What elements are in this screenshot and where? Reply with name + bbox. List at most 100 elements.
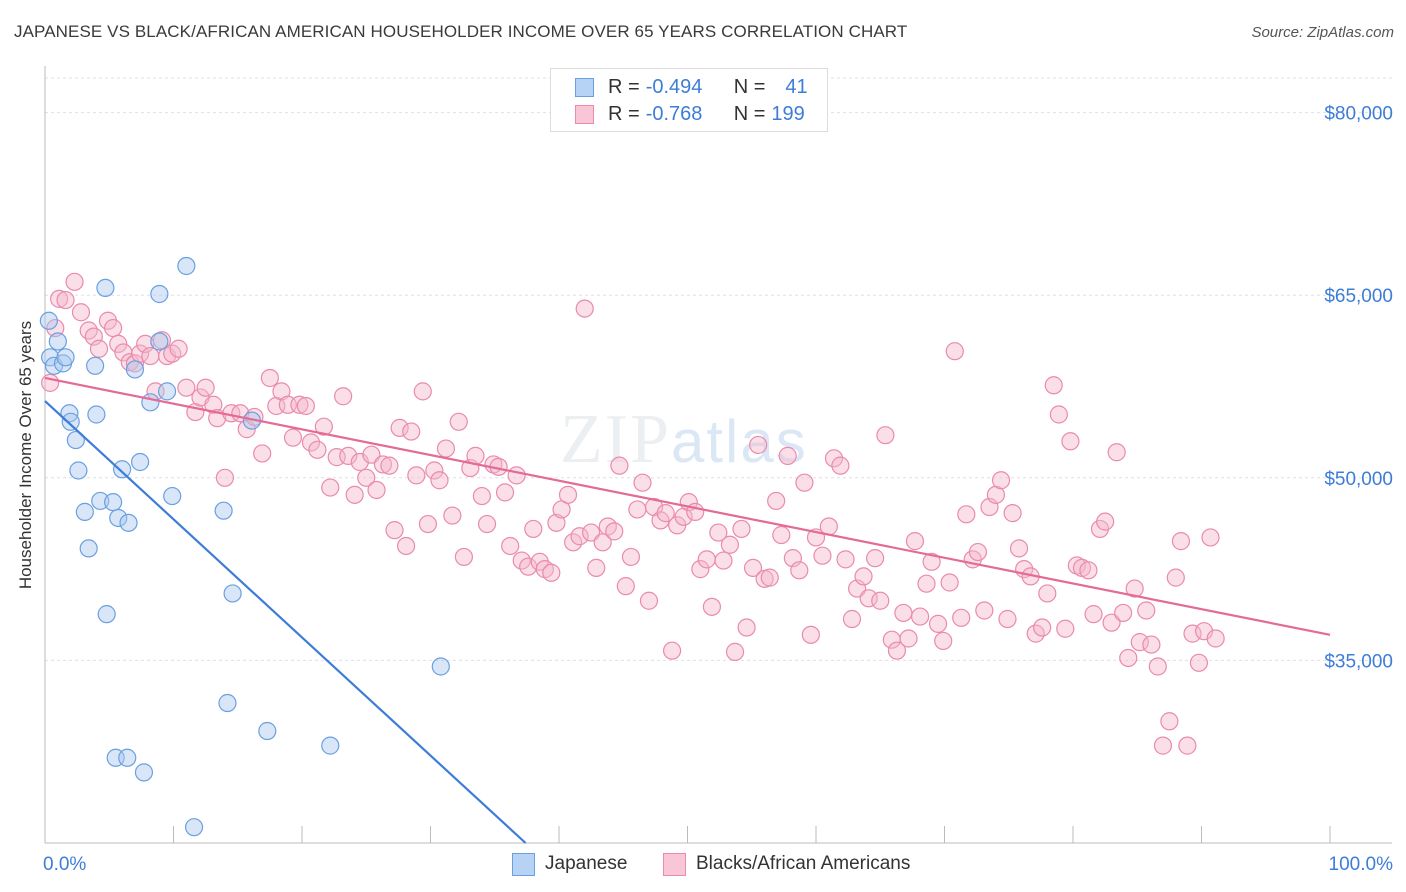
data-point-black bbox=[1102, 613, 1121, 632]
data-point-black bbox=[362, 445, 381, 464]
data-point-black bbox=[1153, 736, 1173, 755]
data-point-black bbox=[436, 439, 456, 458]
data-point-black bbox=[1206, 629, 1225, 648]
trend-line-japanese bbox=[44, 400, 527, 844]
data-point-japanese bbox=[223, 584, 242, 603]
data-point-black bbox=[1033, 618, 1052, 637]
data-point-black bbox=[1183, 624, 1202, 643]
data-point-japanese bbox=[431, 657, 450, 676]
data-point-japanese bbox=[69, 461, 88, 480]
data-point-black bbox=[390, 418, 409, 437]
data-point-black bbox=[477, 514, 497, 534]
data-point-black bbox=[296, 396, 315, 416]
data-point-black bbox=[656, 504, 675, 523]
data-point-japanese bbox=[112, 460, 132, 479]
data-point-black bbox=[449, 412, 468, 431]
data-point-black bbox=[204, 395, 223, 414]
data-point-japanese bbox=[39, 311, 58, 330]
data-point-black bbox=[1096, 512, 1115, 531]
trend-line-black bbox=[44, 376, 1331, 636]
data-point-black bbox=[795, 473, 814, 492]
x-tick-label: 100.0% bbox=[1329, 854, 1394, 875]
data-point-black bbox=[1107, 443, 1126, 462]
data-point-japanese bbox=[91, 491, 110, 511]
data-point-black bbox=[50, 289, 69, 308]
data-point-japanese bbox=[79, 539, 98, 558]
data-point-black bbox=[56, 290, 75, 310]
data-point-black bbox=[691, 560, 710, 579]
chart-source: Source: ZipAtlas.com bbox=[1251, 24, 1394, 41]
data-point-black bbox=[709, 523, 728, 542]
bottom-legend-label-japanese: Japanese bbox=[545, 853, 628, 874]
data-point-black bbox=[380, 456, 399, 475]
data-point-black bbox=[899, 629, 918, 648]
data-point-black bbox=[945, 342, 964, 361]
data-point-black bbox=[702, 597, 722, 616]
data-point-black bbox=[1056, 619, 1075, 638]
data-point-black bbox=[1160, 712, 1179, 731]
data-point-black bbox=[1044, 376, 1063, 395]
data-point-black bbox=[917, 574, 936, 593]
data-point-black bbox=[385, 521, 404, 540]
data-point-black bbox=[813, 546, 832, 565]
legend-r-value: -0.768 bbox=[645, 102, 703, 125]
legend-swatch-black bbox=[575, 104, 594, 124]
data-point-black bbox=[396, 536, 416, 556]
y-tick-label: $65,000 bbox=[1324, 286, 1393, 307]
data-point-black bbox=[104, 318, 123, 338]
data-point-black bbox=[570, 527, 589, 546]
data-point-black bbox=[1166, 568, 1185, 587]
data-point-japanese bbox=[118, 748, 137, 767]
data-point-black bbox=[1171, 532, 1191, 551]
data-point-black bbox=[854, 567, 873, 586]
data-point-black bbox=[991, 471, 1011, 490]
data-point-black bbox=[46, 318, 65, 338]
data-point-japanese bbox=[96, 278, 115, 298]
data-point-black bbox=[71, 303, 91, 322]
data-point-japanese bbox=[61, 412, 80, 431]
data-point-black bbox=[558, 485, 578, 504]
legend-n-value: 199 bbox=[771, 102, 805, 125]
data-point-black bbox=[1038, 584, 1057, 603]
data-point-black bbox=[633, 473, 652, 492]
data-point-black bbox=[301, 433, 321, 452]
data-point-japanese bbox=[87, 405, 106, 424]
data-point-black bbox=[621, 547, 641, 567]
data-point-black bbox=[65, 272, 84, 291]
data-point-black bbox=[905, 532, 925, 551]
data-point-black bbox=[1137, 601, 1156, 620]
legend-r-value: -0.494 bbox=[645, 75, 703, 98]
data-point-black bbox=[196, 378, 215, 397]
data-point-black bbox=[922, 552, 941, 571]
bottom-legend-label-black: Blacks/African Americans bbox=[696, 853, 911, 874]
data-point-black bbox=[1125, 579, 1144, 598]
legend-n-label: N = bbox=[733, 102, 766, 125]
data-point-black bbox=[1003, 504, 1022, 523]
data-point-black bbox=[940, 573, 959, 592]
data-point-black bbox=[760, 568, 779, 587]
data-point-japanese bbox=[134, 763, 154, 782]
data-point-japanese bbox=[48, 332, 67, 351]
legend-r-label: R = bbox=[608, 102, 640, 125]
data-point-black bbox=[339, 446, 358, 465]
legend-swatch-japanese bbox=[575, 77, 594, 97]
data-point-black bbox=[373, 455, 393, 474]
data-point-black bbox=[952, 608, 971, 627]
legend-row-japanese: R = -0.494 N = 41 bbox=[575, 76, 808, 98]
data-point-japanese bbox=[157, 382, 177, 401]
data-point-black bbox=[334, 387, 353, 406]
bottom-legend-swatch-black bbox=[663, 852, 686, 876]
data-point-black bbox=[934, 631, 953, 651]
data-point-black bbox=[767, 491, 786, 511]
data-point-black bbox=[1201, 528, 1220, 547]
data-point-black bbox=[697, 550, 716, 569]
data-point-black bbox=[507, 466, 526, 485]
data-point-black bbox=[720, 535, 740, 554]
data-point-black bbox=[413, 382, 432, 401]
data-point-black bbox=[542, 563, 561, 582]
data-point-japanese bbox=[321, 736, 340, 755]
data-point-black bbox=[1189, 653, 1209, 672]
data-point-japanese bbox=[258, 721, 277, 741]
data-point-japanese bbox=[109, 508, 128, 528]
data-point-black bbox=[1148, 657, 1167, 676]
